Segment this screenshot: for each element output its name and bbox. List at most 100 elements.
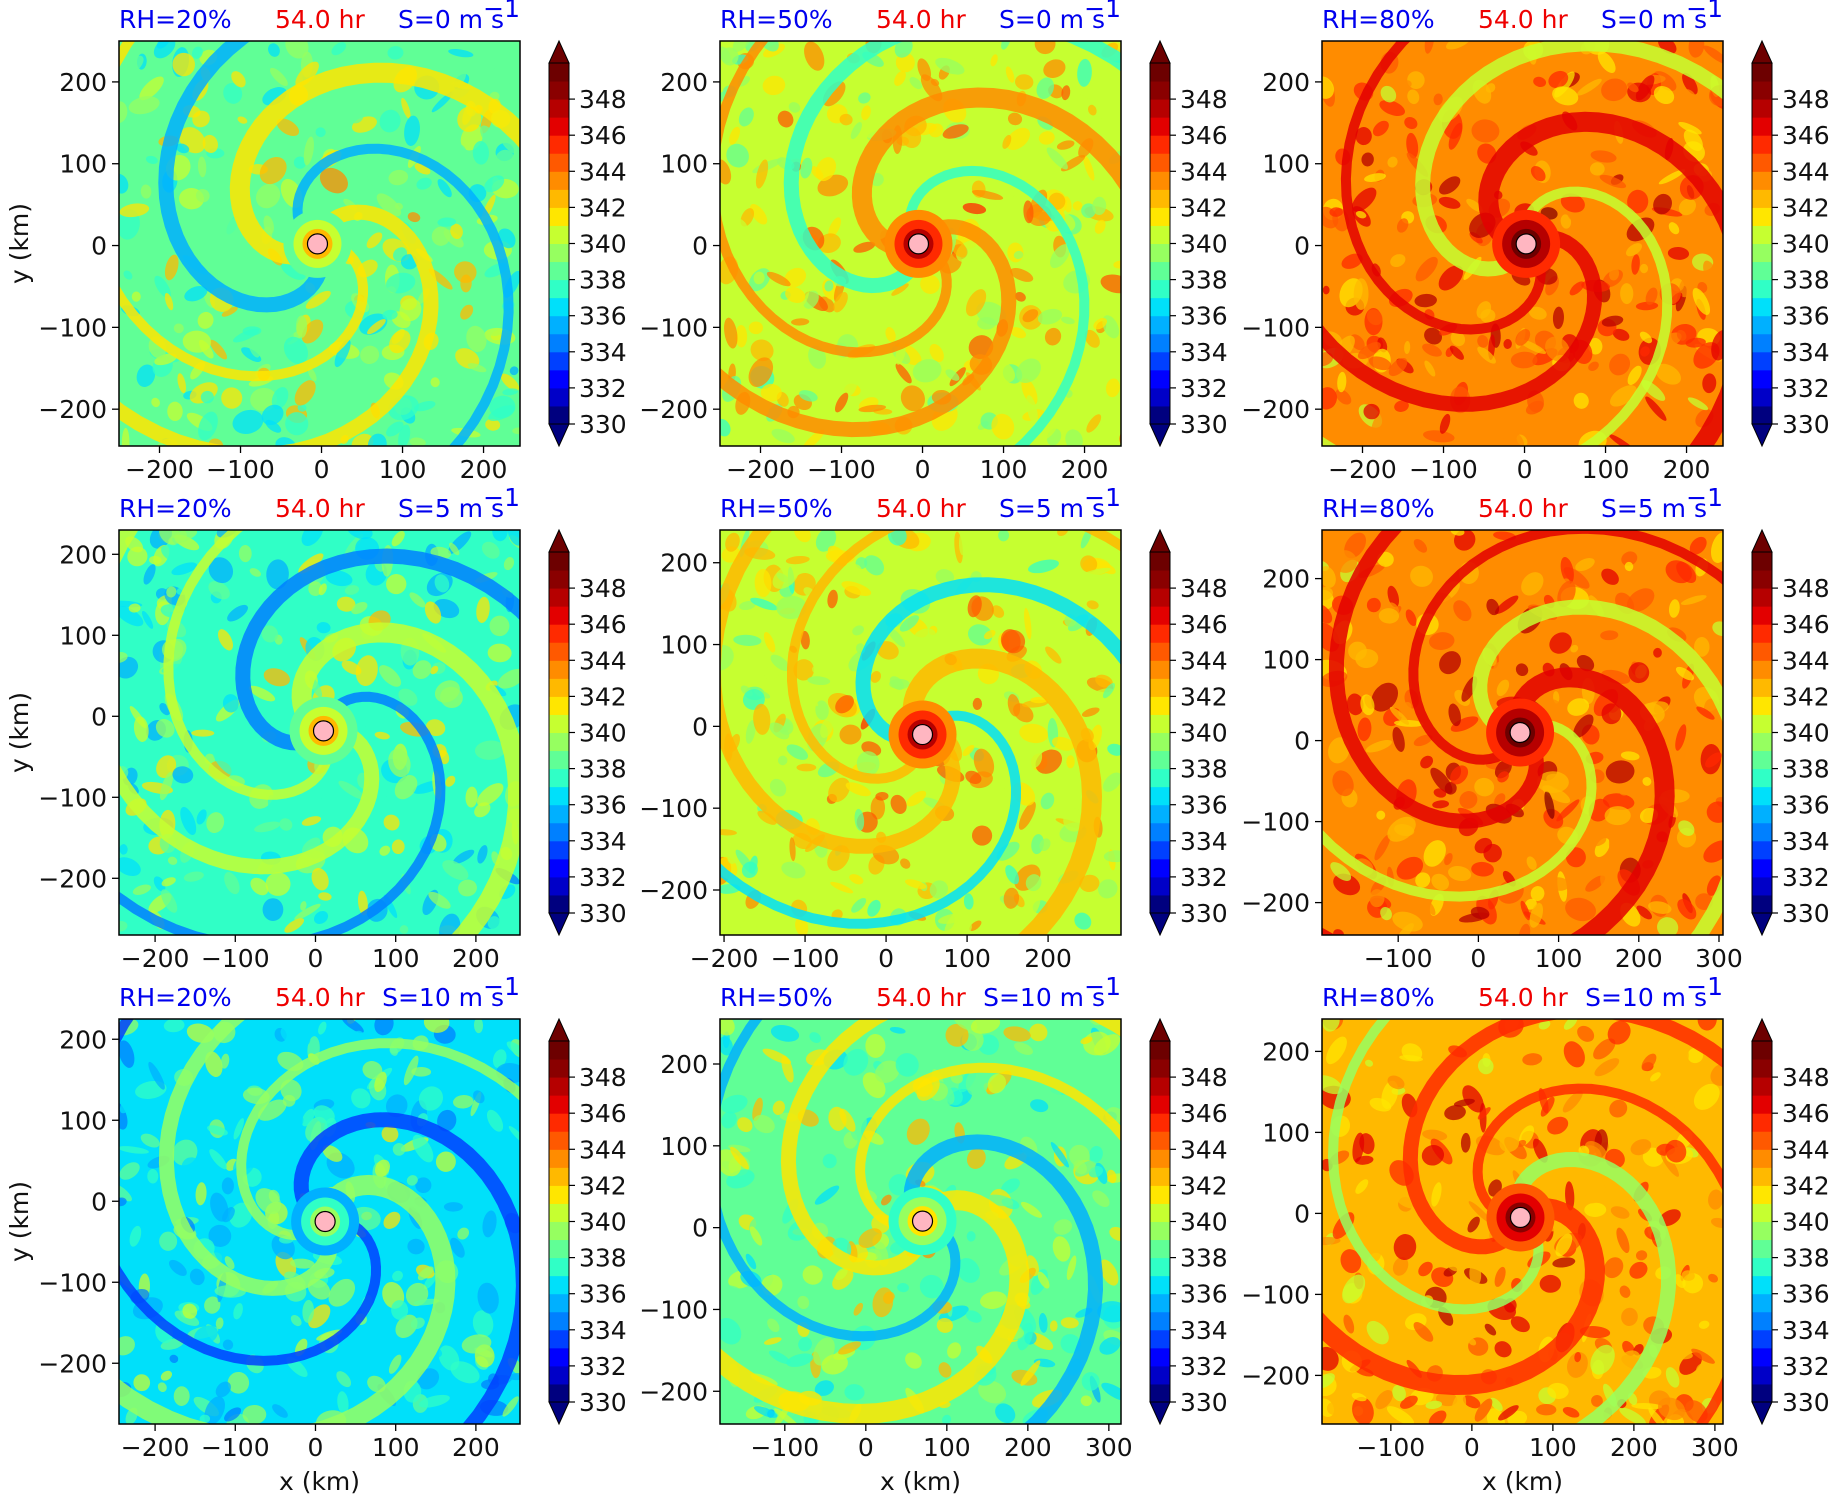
convective-cell xyxy=(406,1175,418,1186)
convective-cell xyxy=(221,306,238,317)
convective-cell xyxy=(869,1167,883,1192)
convective-cell xyxy=(1665,560,1692,584)
convective-cell xyxy=(1034,41,1056,55)
convective-cell xyxy=(434,574,450,593)
time-title: 54.0 hr xyxy=(275,5,365,34)
colorbar-tick-label: 332 xyxy=(1180,374,1228,403)
convective-cell xyxy=(367,319,386,335)
convective-cell xyxy=(788,102,801,113)
convective-cell xyxy=(1322,1237,1341,1246)
convective-cell xyxy=(1467,1216,1480,1233)
convective-cell xyxy=(1540,1096,1555,1117)
spiral-band xyxy=(163,530,334,800)
convective-cell xyxy=(366,169,383,191)
convective-cell xyxy=(856,291,865,300)
convective-cell xyxy=(1080,555,1098,573)
convective-cell xyxy=(998,530,1010,542)
convective-cell xyxy=(763,631,776,653)
convective-cell xyxy=(769,722,790,740)
convective-cell xyxy=(1684,1214,1706,1227)
convective-cell xyxy=(1036,77,1054,99)
convective-cell xyxy=(215,1381,231,1398)
colorbar-segment xyxy=(1752,840,1772,860)
convective-cell xyxy=(804,41,825,71)
colorbar-segment xyxy=(1150,840,1170,860)
convective-cell xyxy=(318,892,332,901)
colorbar-tick-label: 342 xyxy=(1180,1171,1228,1200)
convective-cell xyxy=(401,97,411,119)
convective-cell xyxy=(1433,788,1447,798)
colorbar-segment xyxy=(549,552,569,571)
convective-cell xyxy=(1043,59,1066,79)
convective-cell xyxy=(754,1406,778,1418)
colorbar-tick-label: 332 xyxy=(1782,863,1830,892)
spiral-band xyxy=(1328,530,1544,829)
spiral-band xyxy=(902,648,1103,935)
colorbar-segment xyxy=(1150,894,1170,914)
colorbar-tick-label: 346 xyxy=(1180,610,1228,639)
convective-cell xyxy=(1430,767,1453,794)
convective-cell xyxy=(334,339,351,368)
x-tick-label: 200 xyxy=(452,944,500,973)
convective-cell xyxy=(1428,534,1449,565)
convective-cell xyxy=(386,421,404,437)
convective-cell xyxy=(1046,147,1068,170)
convective-cell xyxy=(388,169,409,186)
colorbar-tick-label: 336 xyxy=(1180,1280,1228,1309)
colorbar-tick-label: 340 xyxy=(1180,230,1228,259)
colorbar-segment xyxy=(1150,351,1170,371)
convective-cell xyxy=(338,780,365,800)
convective-cell xyxy=(1438,196,1461,209)
convective-cell xyxy=(1081,567,1111,577)
convective-cell xyxy=(437,1109,457,1132)
convective-cell xyxy=(1498,1405,1519,1421)
convective-cell xyxy=(769,778,787,797)
x-tick-label: 100 xyxy=(1582,455,1630,484)
convective-cell xyxy=(319,167,348,194)
convective-cell xyxy=(850,122,862,140)
convective-cell xyxy=(853,241,876,253)
convective-cell xyxy=(839,113,853,126)
spiral-band xyxy=(1322,229,1603,412)
spiral-band xyxy=(229,62,520,265)
colorbar-tick-label: 344 xyxy=(1180,646,1228,675)
convective-cell xyxy=(1441,1333,1465,1355)
convective-cell xyxy=(1605,760,1635,784)
y-axis-label: y (km) xyxy=(5,692,34,773)
colorbar-segment xyxy=(1752,1149,1772,1168)
convective-cell xyxy=(1484,1323,1497,1336)
convective-cell xyxy=(726,143,749,168)
colorbar-segment xyxy=(1150,1383,1170,1403)
convective-cell xyxy=(720,1317,742,1345)
convective-cell xyxy=(851,897,867,913)
convective-cell xyxy=(1657,1397,1686,1421)
convective-cell xyxy=(1612,328,1630,341)
convective-cell xyxy=(391,1300,409,1320)
convective-cell xyxy=(1386,1406,1415,1424)
convective-cell xyxy=(1005,865,1020,885)
convective-cell xyxy=(385,286,397,297)
convective-cell xyxy=(418,1394,450,1408)
convective-cell xyxy=(1444,852,1453,866)
convective-cell xyxy=(344,585,360,595)
convective-cell xyxy=(195,188,210,203)
convective-cell xyxy=(1588,361,1599,372)
convective-cell xyxy=(417,1266,434,1281)
convective-cell xyxy=(169,1354,179,1363)
convective-cell xyxy=(889,1026,906,1034)
convective-cell xyxy=(1645,287,1658,305)
convective-cell xyxy=(509,366,519,376)
convective-cell xyxy=(1668,1045,1689,1069)
x-tick-label: 0 xyxy=(858,1433,874,1462)
y-tick-label: 0 xyxy=(91,702,107,731)
convective-cell xyxy=(1045,1193,1068,1216)
y-tick-label: 200 xyxy=(1262,565,1310,594)
convective-cell xyxy=(969,920,982,931)
contour-field xyxy=(119,1019,520,1424)
convective-cell xyxy=(1018,801,1036,830)
convective-cell xyxy=(1002,134,1012,149)
panel-title: RH=20% 54.0 hr S=0 m s−1 xyxy=(119,0,520,34)
convective-cell xyxy=(1577,1025,1595,1042)
convective-cell xyxy=(1015,74,1034,90)
colorbar-segment xyxy=(1752,750,1772,770)
